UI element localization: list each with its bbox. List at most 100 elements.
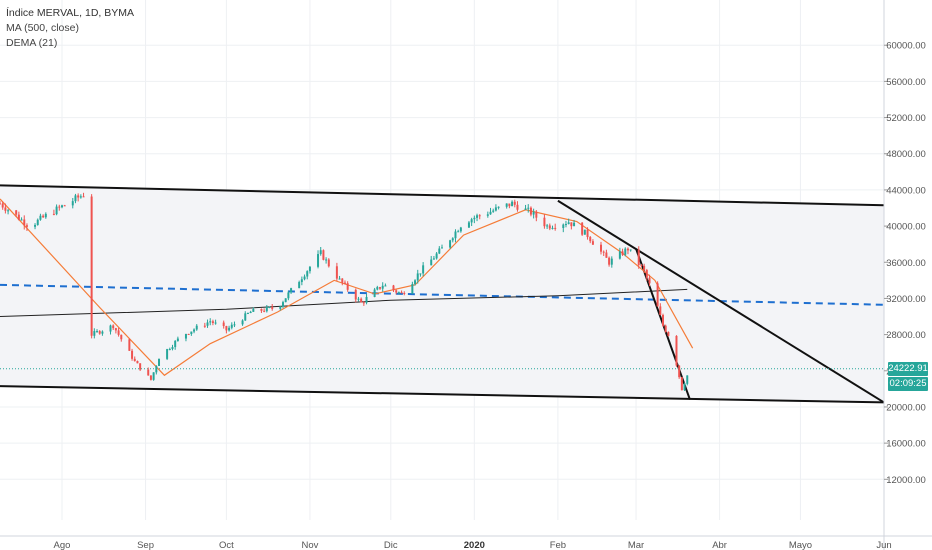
candle-up [686,375,689,384]
candle-down [131,350,134,359]
candle-down [335,266,338,279]
candle-down [25,225,28,227]
candle-down [114,328,117,331]
channel-fill [0,185,884,403]
x-tick-label: Nov [301,540,318,550]
candle-down [187,333,190,335]
y-tick-label: 28000.00 [886,330,926,341]
candle-up [193,329,196,332]
candle-up [233,324,236,326]
y-tick-label: 56000.00 [886,77,926,88]
candle-up [357,298,360,300]
candle-down [664,325,667,332]
candle-up [101,331,104,334]
legend-ma[interactable]: MA (500, close) [6,22,79,34]
candle-down [392,285,395,291]
candle-up [184,333,187,339]
candle-up [36,219,39,225]
candle-down [0,203,1,205]
y-tick-label: 32000.00 [886,294,926,305]
candle-up [34,224,37,227]
candle-down [362,302,365,304]
x-tick-label: Mar [628,540,644,550]
candle-down [659,306,662,315]
candle-up [629,249,632,251]
y-tick-label: 52000.00 [886,113,926,124]
candle-down [341,278,344,283]
candle-up [624,248,627,255]
candle-down [128,339,131,351]
candle-up [60,205,63,208]
candle-up [287,292,290,299]
legend-title[interactable]: Índice MERVAL, 1D, BYMA [6,7,134,19]
candle-up [249,311,252,314]
candle-down [17,214,20,220]
candle-up [279,306,282,309]
candle-down [678,365,681,378]
candle-down [591,241,594,245]
candle-down [600,244,603,252]
candle-up [573,222,576,227]
candle-up [190,331,193,335]
candle-up [96,331,99,333]
candle-up [325,259,328,261]
y-tick-label: 44000.00 [886,185,926,196]
candle-up [174,340,177,348]
candle-down [133,358,136,362]
candles [0,192,689,391]
candle-down [403,292,406,294]
candle-down [42,215,45,218]
candle-down [327,259,330,267]
candle-down [1,203,4,208]
legend-dema[interactable]: DEMA (21) [6,37,58,49]
candle-up [454,231,457,239]
candle-up [524,208,527,210]
candle-up [511,201,514,207]
last-price-tag: 24222.91 [888,361,928,376]
candle-down [570,222,573,227]
candle-down [322,250,325,260]
x-tick-label: Feb [550,540,566,550]
candle-up [562,224,565,228]
candle-down [675,335,678,366]
candle-up [244,313,247,321]
y-tick-label: 60000.00 [886,41,926,52]
candle-down [656,283,659,307]
channel-lower-line [0,385,885,404]
candle-down [589,237,592,242]
x-tick-label: Ago [54,540,71,550]
candle-up [494,207,497,211]
candle-down [645,270,648,278]
candle-up [489,211,492,215]
candle-up [228,327,231,331]
candle-down [667,331,670,336]
candle-up [422,265,425,274]
candle-up [532,211,535,215]
candle-down [225,326,228,331]
x-tick-label: Sep [137,540,154,550]
candle-up [252,309,255,312]
candle-down [508,203,511,207]
candle-up [281,302,284,307]
candle-up [71,201,74,206]
candle-down [643,265,646,271]
candle-up [416,273,419,281]
candle-up [438,248,441,254]
candle-down [120,334,123,340]
candle-down [529,207,532,215]
candle-down [117,330,120,335]
candle-up [430,259,433,266]
candle-up [476,215,479,218]
candle-down [77,195,80,198]
dashed-trendline [0,283,885,306]
downtrend-line-1 [557,199,885,404]
overlays [0,184,885,404]
candle-up [505,203,508,207]
candle-up [195,325,198,330]
candle-down [395,290,398,293]
candle-down [260,309,263,311]
candle-down [4,207,7,211]
x-tick-label: Abr [712,540,727,550]
candle-up [365,296,368,303]
